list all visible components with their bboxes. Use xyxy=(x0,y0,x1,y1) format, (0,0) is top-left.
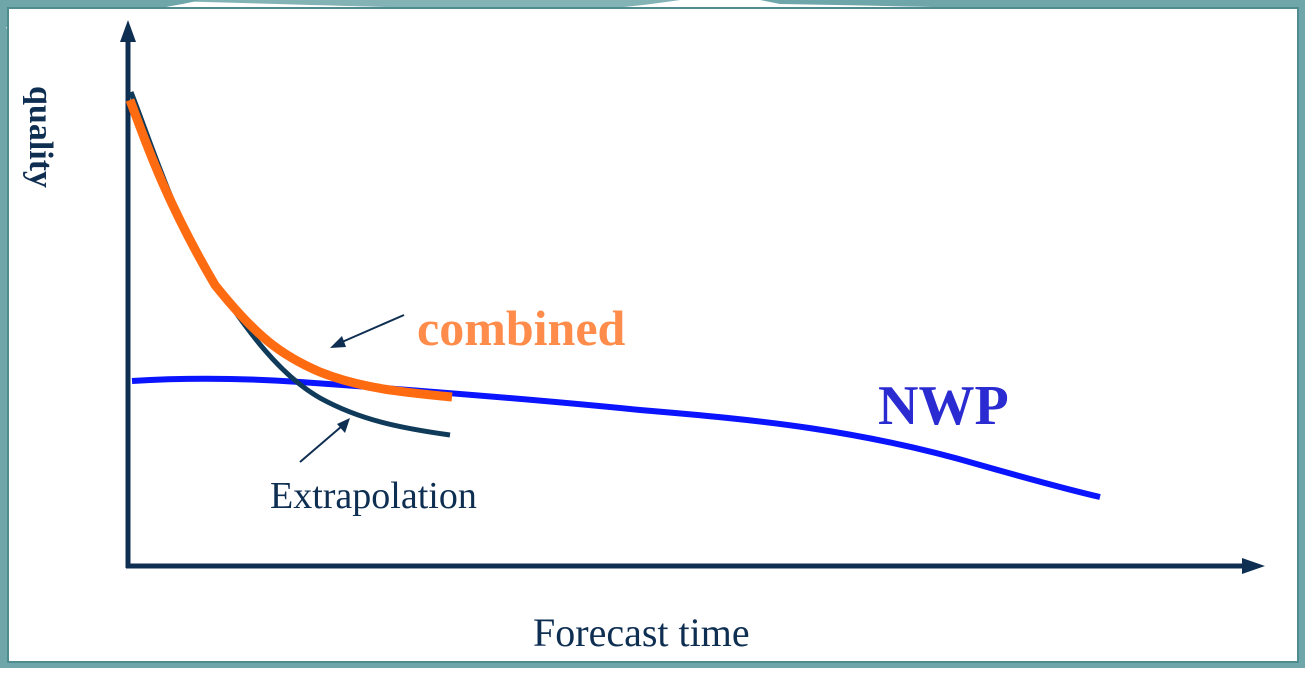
x-axis-label: Forecast time xyxy=(533,610,750,655)
extrapolation-pointer-arrow xyxy=(299,418,350,463)
combined-curve xyxy=(125,98,453,402)
nwp-label: NWP xyxy=(878,375,1009,437)
nwp-curve xyxy=(131,375,1101,500)
combined-label: combined xyxy=(417,300,626,356)
arrowhead-up-icon xyxy=(120,20,136,42)
frame-bottom-decoration xyxy=(0,662,1305,668)
combined-pointer-arrow xyxy=(330,314,405,348)
extrapolation-label: Extrapolation xyxy=(270,475,477,517)
frame-border xyxy=(7,7,1299,663)
axes xyxy=(120,20,1265,574)
y-axis-label: quality xyxy=(22,86,59,188)
frame-top-right-decoration xyxy=(760,0,1305,20)
arrowhead-right-icon xyxy=(1242,558,1265,574)
